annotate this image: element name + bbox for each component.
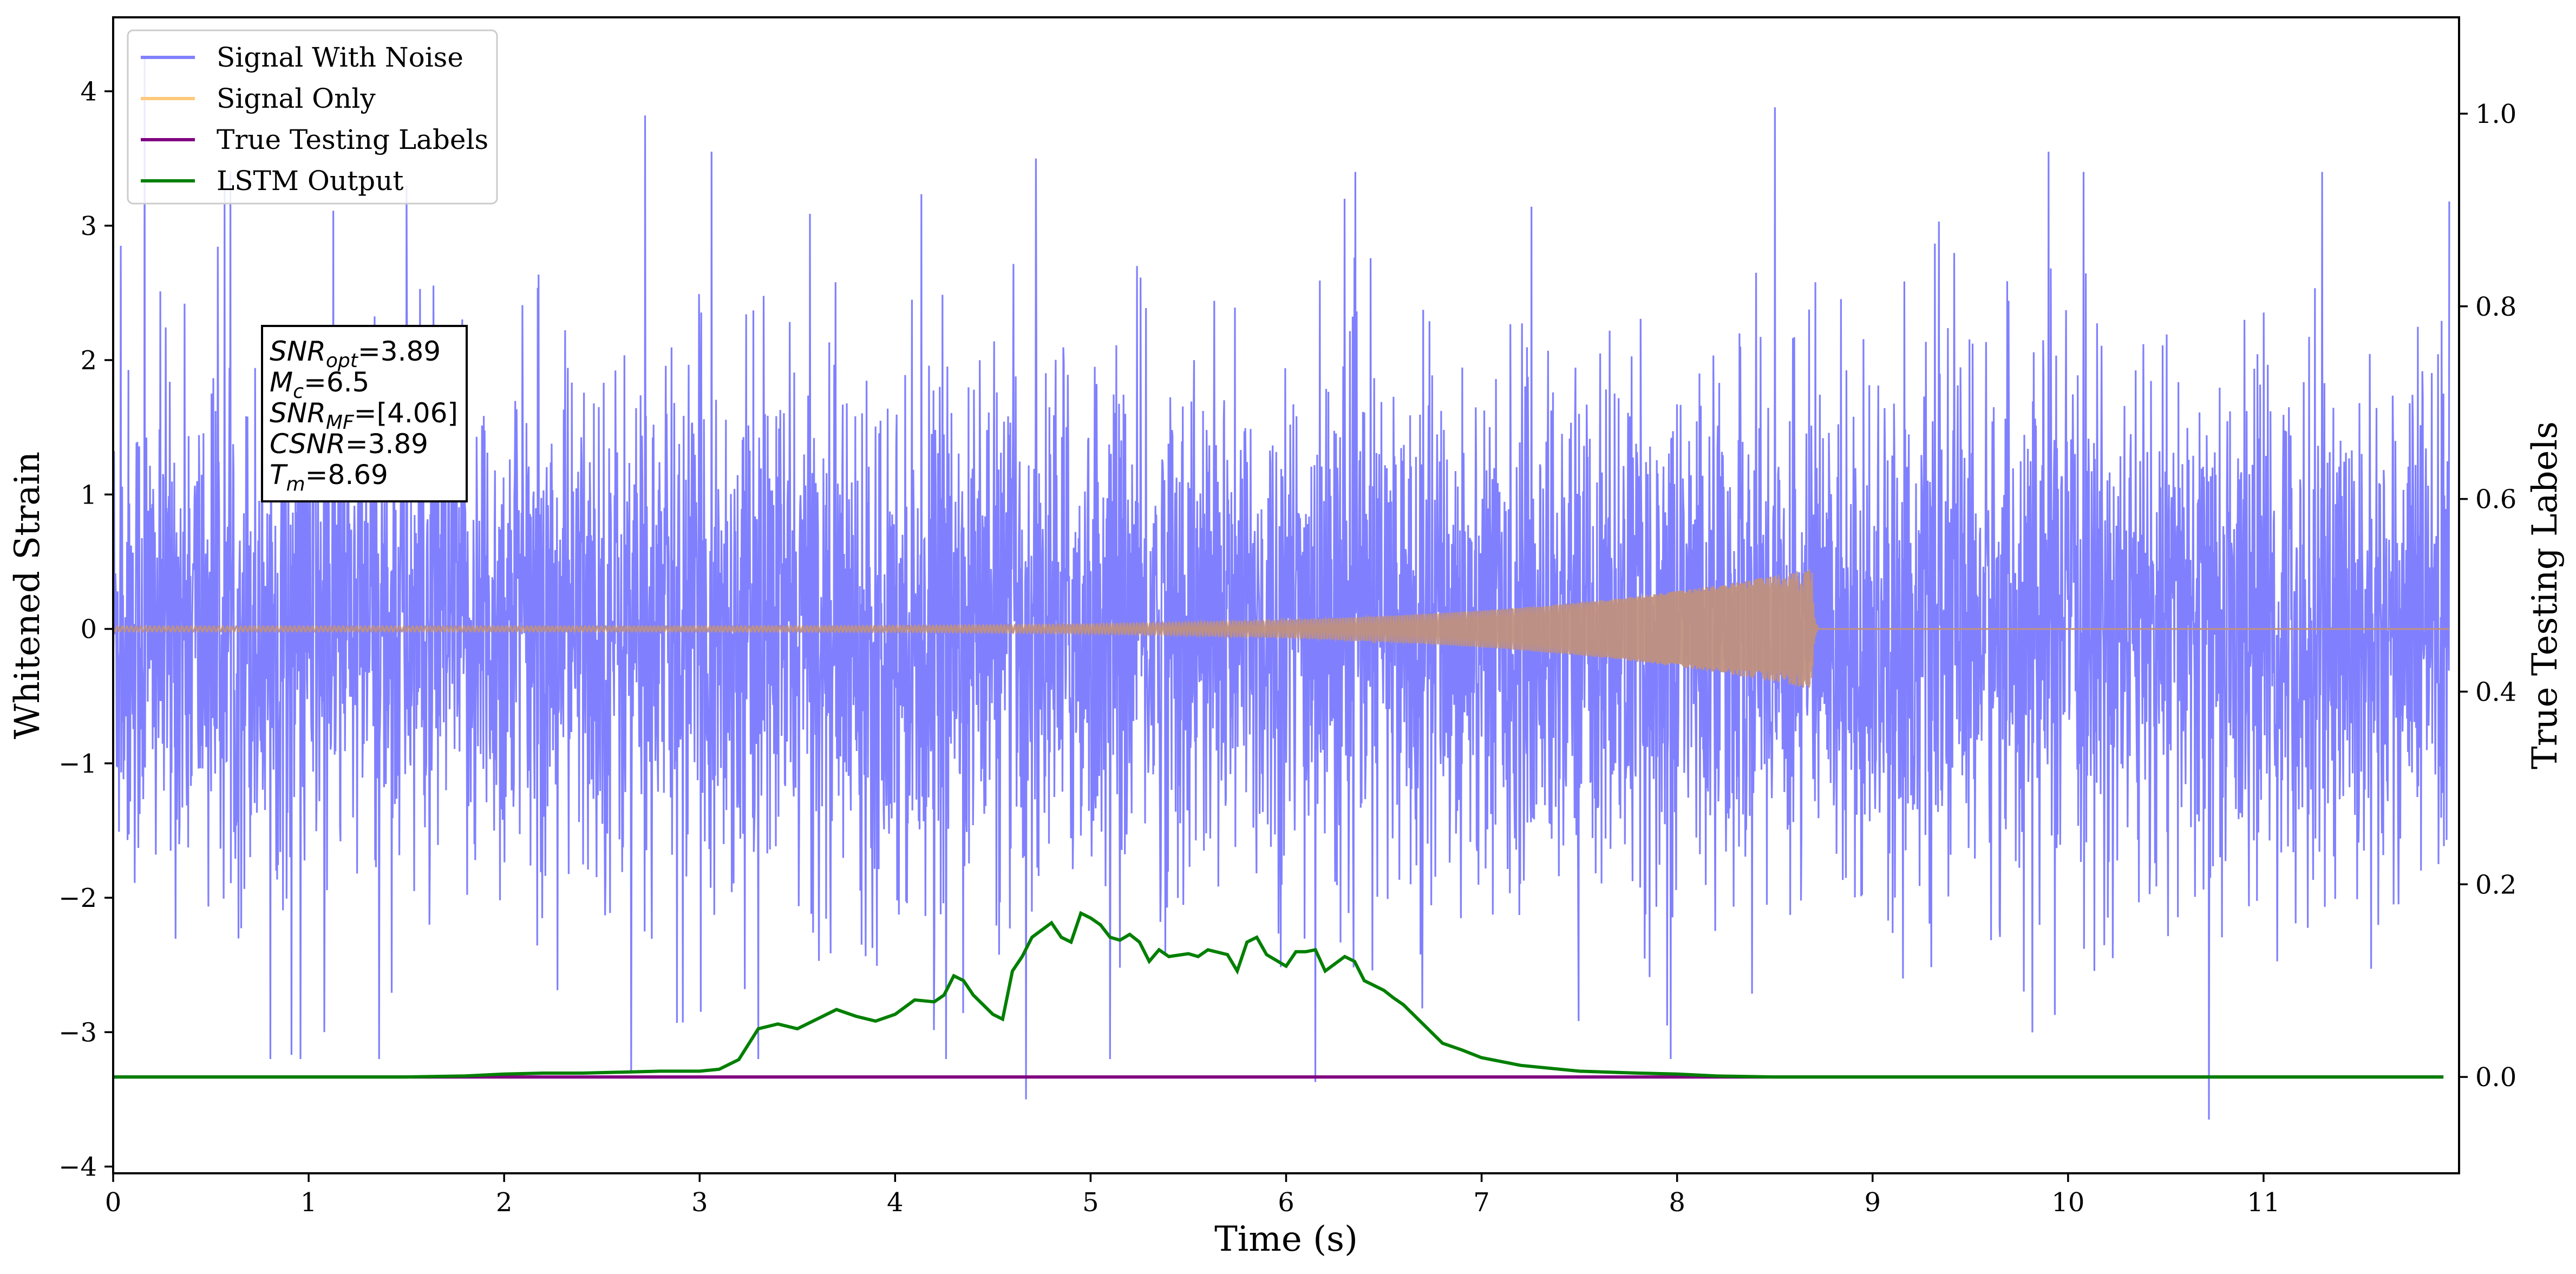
annotation-line: Tm=8.69 [270,459,388,495]
x-tick-label: 10 [2051,1187,2084,1218]
x-tick-label: 1 [300,1187,317,1218]
y-tick-label: 3 [80,211,97,241]
annotation-line: Mc=6.5 [270,367,369,403]
series-line-lstm-output [113,911,2444,1079]
annotation-line: SNRopt=3.89 [270,336,441,372]
y-tick-label: −4 [58,1152,97,1182]
y-tick-label: −1 [58,749,97,779]
y2-tick-label: 0.2 [2475,870,2516,900]
x-axis-title: Time (s) [1214,1219,1358,1259]
legend-label-true-testing-labels: True Testing Labels [217,124,488,155]
x-tick-label: 4 [887,1187,904,1218]
x-tick-label: 7 [1473,1187,1490,1218]
annotation-line: SNRMF=[4.06] [270,397,458,434]
series-layer [113,57,2450,1120]
y-axis-title: Whitened Strain [8,452,48,739]
y2-axis-ticks: 1.0 0.8 0.6 0.4 0.2 0.0 [2459,99,2516,1093]
y-tick-label: −2 [58,883,97,913]
x-tick-label: 5 [1082,1187,1099,1218]
y-tick-label: 2 [80,345,97,376]
y-tick-label: −3 [58,1017,97,1048]
x-tick-label: 3 [691,1187,708,1218]
x-tick-label: 11 [2247,1187,2280,1218]
y-tick-label: 1 [80,480,97,510]
annotation-box: SNRopt=3.89Mc=6.5SNRMF=[4.06]CSNR=3.89Tm… [261,325,468,502]
x-axis-ticks: 0 1 2 3 4 5 6 7 8 9 10 11 [105,1173,2280,1218]
y2-tick-label: 0.0 [2475,1062,2516,1093]
y2-tick-label: 0.8 [2475,292,2516,322]
y2-tick-label: 0.6 [2475,485,2516,515]
legend: Signal With Noise Signal Only True Testing… [127,29,498,205]
legend-label-signal-with-noise: Signal With Noise [217,42,463,73]
y2-axis-title: True Testing Labels [2525,421,2565,769]
annotation-line: CSNR=3.89 [270,428,428,460]
legend-label-lstm-output: LSTM Output [217,165,403,197]
x-tick-label: 6 [1278,1187,1294,1218]
y2-tick-label: 1.0 [2475,99,2516,129]
series-line-signal-only [113,569,2449,688]
annotation-frame [261,325,468,502]
series-line-signal-with-noise [113,57,2450,1120]
x-tick-label: 8 [1669,1187,1685,1218]
y-tick-label: 4 [80,77,97,107]
x-tick-label: 9 [1864,1187,1881,1218]
legend-label-signal-only: Signal Only [217,83,376,114]
y-axis-ticks: 4 3 2 1 0 −1 −2 −3 −4 [58,77,113,1182]
y-tick-label: 0 [80,615,97,645]
y2-tick-label: 0.4 [2475,677,2516,707]
x-tick-label: 2 [496,1187,513,1218]
legend-frame [127,29,498,205]
x-tick-label: 0 [105,1187,122,1218]
